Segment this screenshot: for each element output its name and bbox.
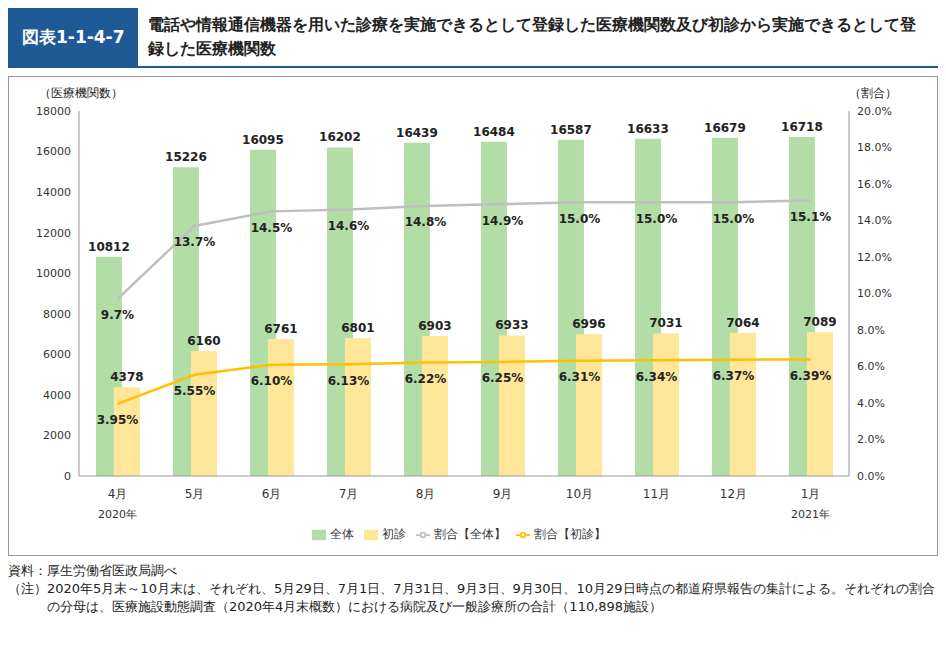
svg-text:4000: 4000 — [43, 389, 71, 402]
svg-text:13.7%: 13.7% — [174, 235, 216, 249]
svg-text:8.0%: 8.0% — [857, 324, 885, 337]
svg-text:15226: 15226 — [165, 150, 207, 164]
html-text:初診: 初診 — [382, 527, 406, 541]
svg-text:15.0%: 15.0% — [713, 212, 755, 226]
svg-text:7064: 7064 — [726, 316, 759, 330]
svg-text:16202: 16202 — [319, 130, 361, 144]
svg-text:14.8%: 14.8% — [405, 215, 447, 229]
html-text:電話や情報通信機器を用いた診療を実施できるとして登録した医療: 電話や情報通信機器を用いた診療を実施できるとして登録した医療機関数及び初診から実… — [148, 15, 917, 58]
svg-text:6.39%: 6.39% — [790, 369, 832, 383]
svg-text:4.0%: 4.0% — [857, 397, 885, 410]
svg-text:6.10%: 6.10% — [251, 374, 293, 388]
html-text:（割合）: （割合） — [849, 86, 897, 100]
html-text:（注）2020年5月末～10月末は、それぞれ、5月29日、7: （注）2020年5月末～10月末は、それぞれ、5月29日、7月1日、7月31日、… — [8, 581, 935, 614]
svg-text:9月: 9月 — [493, 487, 513, 501]
svg-text:2021年: 2021年 — [791, 508, 830, 521]
svg-text:14.0%: 14.0% — [857, 214, 892, 227]
svg-text:7031: 7031 — [649, 316, 682, 330]
html-text:資料：厚生労働省医政局調べ: 資料：厚生労働省医政局調べ — [8, 563, 177, 578]
svg-text:14.5%: 14.5% — [251, 221, 293, 235]
html-text:全体: 全体 — [330, 527, 354, 541]
svg-text:14.6%: 14.6% — [328, 219, 370, 233]
svg-text:2.0%: 2.0% — [857, 433, 885, 446]
svg-text:12月: 12月 — [720, 487, 747, 501]
svg-text:10812: 10812 — [88, 240, 130, 254]
svg-text:14000: 14000 — [36, 186, 71, 199]
html-text:図表1-1-4-7: 図表1-1-4-7 — [22, 26, 125, 47]
svg-text:16439: 16439 — [396, 126, 438, 140]
svg-text:5.55%: 5.55% — [174, 384, 216, 398]
svg-text:16587: 16587 — [550, 123, 592, 137]
svg-text:2020年: 2020年 — [98, 508, 137, 521]
svg-text:12.0%: 12.0% — [857, 251, 892, 264]
svg-text:16484: 16484 — [473, 125, 515, 139]
svg-text:0: 0 — [64, 470, 71, 483]
svg-text:9.7%: 9.7% — [101, 308, 134, 322]
svg-text:5月: 5月 — [185, 487, 205, 501]
svg-text:6月: 6月 — [262, 487, 282, 501]
svg-text:6000: 6000 — [43, 348, 71, 361]
svg-text:16000: 16000 — [36, 145, 71, 158]
svg-text:8月: 8月 — [416, 487, 436, 501]
svg-text:10000: 10000 — [36, 267, 71, 280]
svg-text:10.0%: 10.0% — [857, 287, 892, 300]
svg-text:6996: 6996 — [572, 317, 605, 331]
svg-text:15.0%: 15.0% — [559, 212, 601, 226]
svg-text:6.31%: 6.31% — [559, 370, 601, 384]
svg-text:7月: 7月 — [339, 487, 359, 501]
svg-text:16633: 16633 — [627, 122, 669, 136]
svg-text:8000: 8000 — [43, 308, 71, 321]
svg-text:18.0%: 18.0% — [857, 141, 892, 154]
svg-text:16718: 16718 — [781, 120, 823, 134]
svg-text:6.34%: 6.34% — [636, 370, 678, 384]
svg-text:10月: 10月 — [566, 487, 593, 501]
svg-text:12000: 12000 — [36, 227, 71, 240]
svg-text:16.0%: 16.0% — [857, 178, 892, 191]
svg-text:20.0%: 20.0% — [857, 105, 892, 118]
svg-text:6801: 6801 — [341, 321, 374, 335]
svg-text:6933: 6933 — [495, 318, 528, 332]
svg-text:4月: 4月 — [108, 487, 128, 501]
svg-text:2000: 2000 — [43, 429, 71, 442]
svg-text:1月: 1月 — [801, 487, 821, 501]
svg-text:18000: 18000 — [36, 105, 71, 118]
svg-text:6761: 6761 — [264, 322, 297, 336]
html-text:割合【全体】: 割合【全体】 — [434, 527, 506, 541]
svg-text:6.22%: 6.22% — [405, 372, 447, 386]
svg-text:3.95%: 3.95% — [97, 413, 139, 427]
svg-text:11月: 11月 — [643, 487, 670, 501]
svg-text:6.13%: 6.13% — [328, 374, 370, 388]
svg-text:15.0%: 15.0% — [636, 212, 678, 226]
html-text:（医療機関数）: （医療機関数） — [39, 86, 123, 100]
svg-text:0.0%: 0.0% — [857, 470, 885, 483]
svg-text:14.9%: 14.9% — [482, 214, 524, 228]
svg-text:15.1%: 15.1% — [790, 210, 832, 224]
svg-text:6160: 6160 — [187, 334, 220, 348]
svg-text:4378: 4378 — [110, 370, 143, 384]
svg-text:7089: 7089 — [803, 315, 836, 329]
svg-text:6.0%: 6.0% — [857, 360, 885, 373]
html-text:割合【初診】: 割合【初診】 — [534, 527, 606, 541]
svg-text:6903: 6903 — [418, 319, 451, 333]
svg-text:6.25%: 6.25% — [482, 371, 524, 385]
svg-text:16679: 16679 — [704, 121, 746, 135]
svg-text:16095: 16095 — [242, 133, 284, 147]
svg-text:6.37%: 6.37% — [713, 369, 755, 383]
